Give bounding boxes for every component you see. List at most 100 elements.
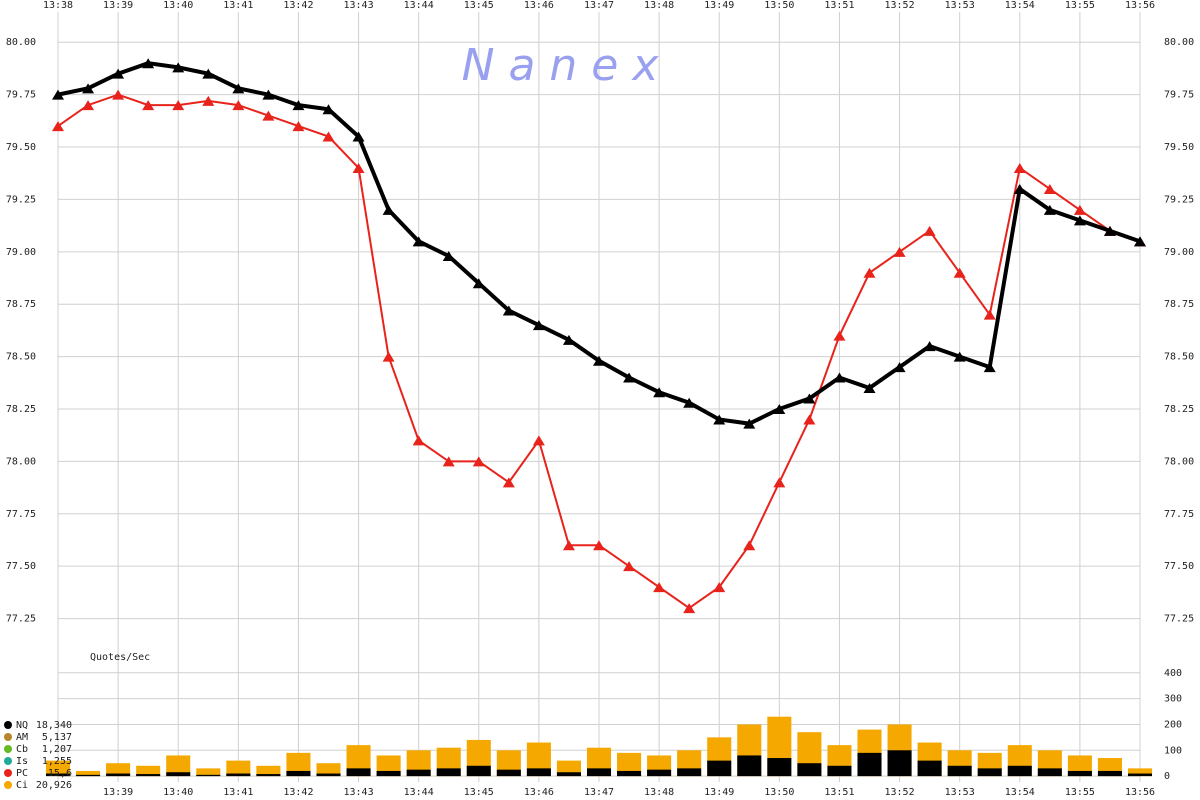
quote-marker: [833, 372, 846, 383]
quote-marker: [863, 383, 876, 394]
quote-marker: [52, 89, 64, 100]
rate-bar: [496, 769, 521, 777]
rate-bar: [1127, 768, 1153, 777]
quote-marker: [322, 131, 335, 142]
legend-name: Is: [16, 756, 28, 767]
x-tick-label: 13:48: [644, 787, 674, 798]
x-tick-label: 13:42: [283, 787, 313, 798]
x-tick-label: 13:44: [404, 787, 434, 798]
x-tick-label: 13:40: [163, 0, 193, 11]
legend-swatch: [4, 757, 12, 765]
x-tick-label: 13:56: [1125, 0, 1155, 11]
x-tick-label: 13:41: [223, 787, 253, 798]
x-tick-label: 13:51: [824, 787, 854, 798]
quote-marker: [1013, 183, 1026, 194]
rate-bar: [947, 765, 972, 777]
quote-marker: [863, 267, 876, 278]
x-tick-label: 13:42: [283, 0, 313, 11]
rate-bar: [256, 765, 281, 777]
rate-bar: [166, 772, 191, 777]
y-tick-label: 200: [1164, 719, 1182, 730]
y-tick-label: 79.75: [1164, 90, 1194, 101]
x-tick-label: 13:54: [1005, 0, 1035, 11]
quote-marker: [1073, 215, 1086, 226]
y-tick-label: 78.50: [6, 352, 36, 363]
x-tick-label: 13:39: [103, 787, 133, 798]
rate-bar: [226, 760, 251, 777]
x-tick-label: 13:53: [945, 0, 975, 11]
x-tick-label: 13:50: [764, 0, 794, 11]
rate-bar: [76, 770, 101, 777]
rate-bar: [136, 765, 161, 777]
rate-bar: [45, 773, 71, 777]
legend-name: PC: [16, 768, 28, 779]
rate-bar: [556, 772, 581, 777]
rate-bar: [316, 763, 341, 777]
quote-marker: [412, 236, 425, 247]
x-tick-label: 13:49: [704, 0, 734, 11]
rate-bar: [887, 750, 912, 777]
rate-bar: [286, 752, 311, 777]
quote-marker: [983, 362, 996, 373]
rate-bar: [586, 768, 612, 777]
legend-swatch: [4, 733, 12, 741]
legend-swatch: [4, 745, 12, 753]
y-tick-label: 80.00: [1164, 37, 1194, 48]
legend-count: 1,255: [42, 756, 72, 767]
legend-swatch: [4, 781, 12, 789]
quote-marker: [382, 351, 395, 362]
quote-marker: [142, 58, 155, 69]
quote-marker: [1013, 162, 1026, 173]
rate-bar: [1067, 770, 1092, 777]
rate-bar: [376, 770, 401, 777]
x-tick-label: 13:47: [584, 787, 614, 798]
quote-marker: [593, 355, 605, 366]
rate-bar: [226, 773, 251, 777]
quote-marker: [82, 83, 95, 94]
quote-marker: [172, 62, 185, 73]
y-tick-label: 79.50: [1164, 142, 1194, 153]
quote-marker: [683, 603, 696, 614]
y-tick-label: 78.75: [1164, 299, 1194, 310]
quote-marker: [1043, 183, 1056, 194]
rate-bar: [647, 769, 672, 777]
rate-bar: [707, 760, 732, 777]
quote-marker: [953, 351, 966, 362]
quote-marker: [773, 477, 786, 488]
rate-bar: [1127, 773, 1153, 777]
quote-marker: [743, 418, 756, 429]
y-tick-label: 78.25: [6, 404, 36, 415]
y-tick-label: 78.75: [6, 299, 36, 310]
rate-bar: [466, 765, 491, 777]
rate-bar: [767, 758, 792, 777]
quote-marker: [833, 330, 846, 341]
quote-marker: [593, 540, 605, 551]
x-tick-label: 13:47: [584, 0, 614, 11]
rate-bar: [286, 770, 311, 777]
quote-marker: [803, 393, 816, 404]
rate-bar: [526, 768, 551, 777]
quote-marker: [442, 251, 455, 262]
y-tick-label: 78.25: [1164, 404, 1194, 415]
legend-count: 20,926: [36, 780, 72, 791]
quote-marker: [893, 246, 906, 257]
quote-marker: [202, 68, 215, 79]
quote-marker: [562, 540, 575, 551]
y-tick-label: 77.75: [6, 509, 36, 520]
x-tick-label: 13:51: [824, 0, 854, 11]
x-tick-label: 13:43: [344, 0, 374, 11]
quote-marker: [112, 68, 125, 79]
y-tick-label: 77.25: [1164, 614, 1194, 625]
legend-name: Ci: [16, 780, 28, 791]
x-tick-label: 13:56: [1125, 787, 1155, 798]
legend-name: NQ: [16, 720, 28, 731]
y-tick-label: 79.00: [6, 247, 36, 258]
quote-marker: [532, 320, 545, 331]
rate-bar: [346, 768, 371, 777]
y-tick-label: 79.25: [1164, 194, 1194, 205]
rate-bar: [106, 773, 131, 777]
rate-bar: [256, 774, 281, 777]
legend-swatch: [4, 769, 12, 777]
x-tick-label: 13:45: [464, 0, 494, 11]
